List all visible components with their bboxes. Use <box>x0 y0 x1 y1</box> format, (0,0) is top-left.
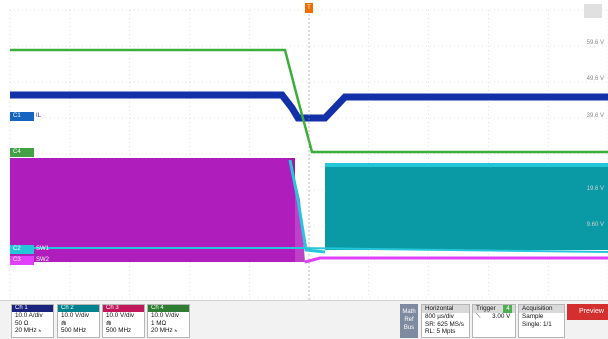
sw2-waveform-tail <box>304 256 608 264</box>
waveform-graticule <box>9 9 608 300</box>
c3-marker-label: SW2 <box>36 257 50 263</box>
channel-1-header: Ch 1 <box>12 305 53 312</box>
acquisition-count: Single: 1/1 <box>522 320 552 328</box>
horizontal-title: Horizontal <box>422 305 469 313</box>
c4-marker-label: VOUT <box>36 149 53 155</box>
trigger-setting: ⟍ 3.00 V <box>473 313 515 321</box>
level-label-39v: 39.6 V <box>586 113 604 119</box>
sw2-waveform-edge <box>10 158 305 262</box>
trigger-badge[interactable]: Trigger 4 ⟍ 3.00 V <box>472 304 516 338</box>
c4-marker-tag: C4 <box>13 149 21 155</box>
acquisition-badge[interactable]: Acquisition Sample Single: 1/1 <box>518 304 565 338</box>
acquisition-mode: Sample <box>522 313 544 320</box>
c2-marker-tag: C2 <box>13 246 21 252</box>
c4-marker[interactable]: C4 VOUT <box>10 148 53 157</box>
horizontal-badge[interactable]: Horizontal 800 µs/div SR: 625 MS/s RL: 5… <box>421 304 470 338</box>
horizontal-sample-rate: SR: 625 MS/s <box>425 320 464 328</box>
preview-button[interactable]: Preview <box>567 304 608 320</box>
falling-edge-icon: ⟍ <box>476 313 481 320</box>
level-label-19v: 19.6 V <box>586 186 604 192</box>
channel-4-badge[interactable]: Ch 4 10.0 V/div 1 MΩ 20 MHz ₕ <box>147 304 190 338</box>
channel-4-header: Ch 4 <box>148 305 189 312</box>
sw1-waveform-fall <box>288 159 326 254</box>
bus-label: Bus <box>403 325 415 331</box>
channel-2-header: Ch 2 <box>58 305 99 312</box>
c1-marker[interactable]: C1 IL <box>10 112 41 121</box>
channel-2-probe-icon: ⋒ <box>61 319 67 327</box>
level-label-59v: 59.6 V <box>586 40 604 46</box>
channel-2-bandwidth: 500 MHz <box>61 327 87 335</box>
trigger-position-marker[interactable]: T <box>305 3 313 13</box>
channel-1-bandwidth: 20 MHz ₕ <box>15 327 41 335</box>
zoom-corner-icon[interactable] <box>584 4 602 18</box>
channel-1-scale: 10.0 A/div <box>15 312 43 319</box>
channel-3-badge[interactable]: Ch 3 10.0 V/div ⋒ 500 MHz <box>102 304 145 338</box>
level-label-9v: 9.60 V <box>586 222 604 228</box>
horizontal-scale: 800 µs/div <box>425 313 454 320</box>
sw1-waveform-base <box>10 247 608 253</box>
channel-4-scale: 10.0 V/div <box>151 312 180 319</box>
channel-4-bandwidth: 20 MHz ₕ <box>151 327 177 335</box>
c1-marker-tag: C1 <box>13 113 21 119</box>
level-label-49v: 49.6 V <box>586 76 604 82</box>
c1-marker-label: IL <box>36 113 42 119</box>
channel-1-badge[interactable]: Ch 1 10.0 A/div 50 Ω 20 MHz ₕ <box>11 304 54 338</box>
horizontal-record-length: RL: 5 Mpts <box>425 328 456 336</box>
acquisition-title: Acquisition <box>519 305 564 313</box>
c3-marker[interactable]: C3 SW2 <box>10 256 49 265</box>
math-ref-bus-button[interactable]: Math Ref Bus <box>400 304 418 338</box>
c2-marker[interactable]: C2 SW1 <box>10 245 49 254</box>
c2-marker-label: SW1 <box>36 246 50 252</box>
channel-3-header: Ch 3 <box>103 305 144 312</box>
trigger-channel: 4 <box>503 305 513 313</box>
vout-waveform <box>10 48 608 154</box>
trigger-level: 3.00 V <box>492 313 511 320</box>
c3-marker-tag: C3 <box>13 257 21 263</box>
math-label: Math <box>402 309 416 315</box>
il-waveform <box>10 91 608 122</box>
channel-3-scale: 10.0 V/div <box>106 312 135 319</box>
channel-2-badge[interactable]: Ch 2 10.0 V/div ⋒ 500 MHz <box>57 304 100 338</box>
ref-label: Ref <box>404 317 414 323</box>
channel-4-termination: 1 MΩ <box>151 319 167 327</box>
channel-3-probe-icon: ⋒ <box>106 319 112 327</box>
waveforms <box>10 10 608 300</box>
waveform-display[interactable]: T 59.6 V 49.6 V 39.6 V 19.6 V 9.60 V C1 … <box>0 0 608 300</box>
sw1-waveform-block <box>325 165 608 250</box>
trigger-header: Trigger 4 <box>473 305 515 313</box>
trigger-title: Trigger <box>476 305 496 312</box>
channel-2-scale: 10.0 V/div <box>61 312 90 319</box>
channel-1-termination: 50 Ω <box>15 319 29 327</box>
settings-bar: Ch 1 10.0 A/div 50 Ω 20 MHz ₕ Ch 2 10.0 … <box>0 300 608 339</box>
channel-3-bandwidth: 500 MHz <box>106 327 132 335</box>
